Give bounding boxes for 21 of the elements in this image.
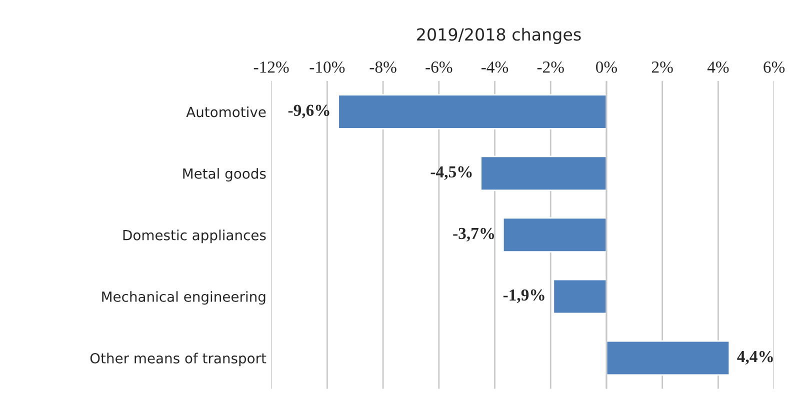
x-tick-label: -12%: [254, 62, 289, 73]
y-tick-label: Metal goods: [183, 168, 266, 182]
data-label: 4,4%: [737, 350, 773, 365]
y-tick-label: Other means of transport: [90, 352, 266, 366]
y-tick-label: Mechanical engineering: [102, 291, 266, 305]
y-tick-label: Automotive: [186, 106, 266, 118]
x-tick-label: 4%: [707, 62, 729, 73]
y-tick-label: Domestic appliances: [123, 230, 266, 244]
x-tick-label: -8%: [370, 62, 396, 73]
data-label: -1,9%: [503, 289, 544, 304]
x-tick-label: 0%: [596, 62, 618, 73]
x-tick-label: -2%: [537, 62, 564, 73]
x-tick-label: 2%: [652, 62, 673, 73]
x-tick-label: 6%: [764, 62, 785, 73]
x-tick-label: -10%: [310, 62, 345, 73]
data-label: -9,6%: [288, 104, 330, 118]
data-label: -3,7%: [453, 228, 494, 242]
x-tick-label: -6%: [426, 62, 452, 73]
data-label: -4,5%: [430, 166, 472, 180]
x-tick-label: -4%: [481, 62, 508, 73]
chart-title: 2019/2018 changes: [417, 28, 581, 44]
